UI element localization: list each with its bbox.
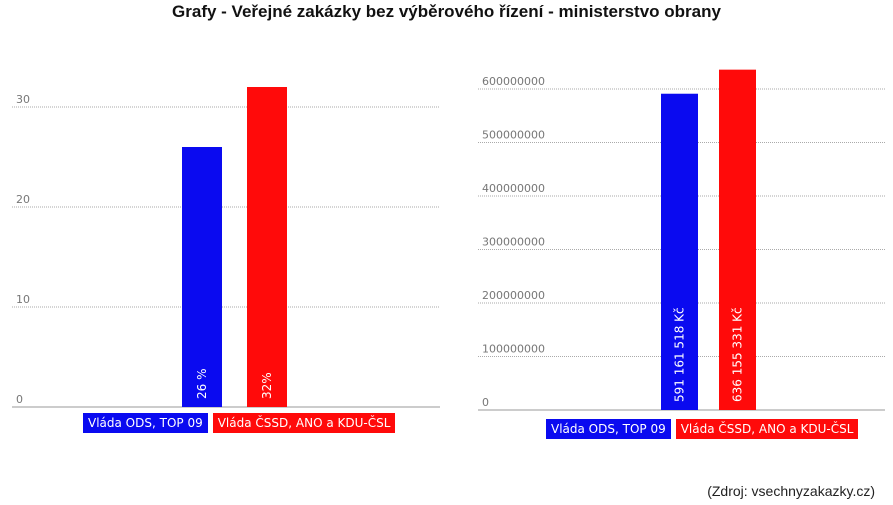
bar-value-label: 32% xyxy=(260,372,274,399)
y-tick-label: 200000000 xyxy=(482,289,545,302)
y-tick-label: 30 xyxy=(16,93,30,106)
bar-value-label: 636 155 331 Kč xyxy=(731,307,745,402)
legend-right: Vláda ODS, TOP 09 Vláda ČSSD, ANO a KDU-… xyxy=(546,419,859,439)
y-tick-label: 0 xyxy=(482,396,489,409)
y-tick-label: 20 xyxy=(16,193,30,206)
y-tick-label: 400000000 xyxy=(482,182,545,195)
y-tick-label: 10 xyxy=(16,293,30,306)
bar xyxy=(661,93,698,411)
source-note: (Zdroj: vsechnyzakazky.cz) xyxy=(707,483,875,499)
y-tick-label: 0 xyxy=(16,393,23,406)
y-tick-label: 300000000 xyxy=(482,236,545,249)
bar xyxy=(719,69,756,411)
y-tick-label: 500000000 xyxy=(482,129,545,142)
y-tick-label: 100000000 xyxy=(482,343,545,356)
legend-item-ods: Vláda ODS, TOP 09 xyxy=(83,413,208,433)
legend-item-cssd: Vláda ČSSD, ANO a KDU-ČSL xyxy=(675,419,859,439)
bar xyxy=(247,87,287,407)
y-tick-label: 600000000 xyxy=(482,75,545,88)
bar-value-label: 591 161 518 Kč xyxy=(673,307,687,402)
page-title: Grafy - Veřejné zakázky bez výběrového ř… xyxy=(172,2,721,21)
legend-item-ods: Vláda ODS, TOP 09 xyxy=(546,419,671,439)
bar-value-label: 26 % xyxy=(195,369,209,400)
legend-item-cssd: Vláda ČSSD, ANO a KDU-ČSL xyxy=(212,413,396,433)
bar xyxy=(182,147,222,407)
legend-left: Vláda ODS, TOP 09 Vláda ČSSD, ANO a KDU-… xyxy=(83,413,396,433)
